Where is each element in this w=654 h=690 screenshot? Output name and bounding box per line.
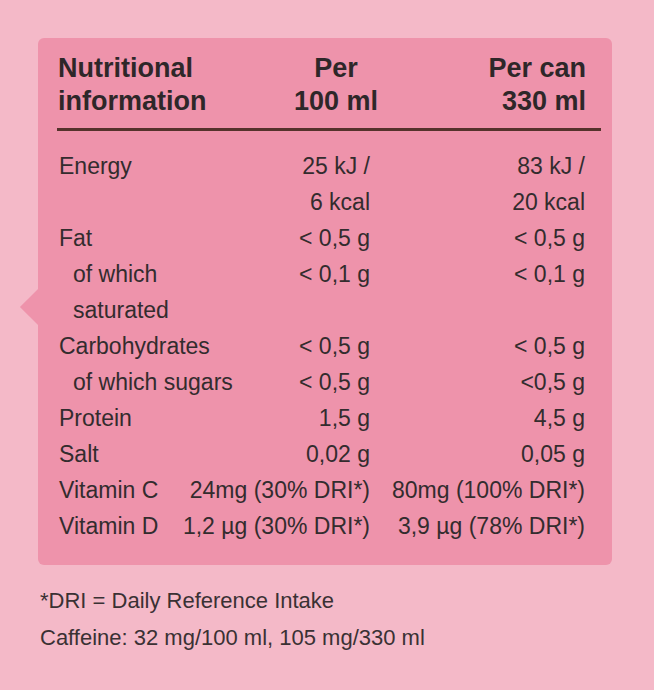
table-row: of which sugars < 0,5 g <0,5 g [38,364,612,400]
row-label: Carbohydrates [38,333,210,359]
value-per-can: < 0,5 g [514,220,585,256]
table-row: Carbohydrates < 0,5 g < 0,5 g [38,328,612,364]
table-row: Vitamin D 1,2 µg (30% DRI*) 3,9 µg (78% … [38,508,612,544]
table-body: Energy 25 kJ / 83 kJ / 6 kcal 20 kcal Fa… [38,148,612,544]
row-label: Vitamin D [38,513,158,539]
header-line: Per can [488,52,586,85]
table-row: Fat < 0,5 g < 0,5 g [38,220,612,256]
table-row: 6 kcal 20 kcal [38,184,612,220]
row-label: Energy [38,153,132,179]
value-per-can: < 0,5 g [514,328,585,364]
value-per-100ml: 1,5 g [319,400,370,436]
table-row: Protein 1,5 g 4,5 g [38,400,612,436]
value-per-can: 83 kJ / [517,148,585,184]
row-label: saturated [38,297,169,323]
header-line: 100 ml [294,85,378,118]
value-per-100ml: 24mg (30% DRI*) [190,472,370,508]
value-per-100ml: 6 kcal [310,184,370,220]
header-col-per-100ml: Per 100 ml [294,52,378,118]
value-per-can: 80mg (100% DRI*) [392,472,585,508]
header-line: 330 ml [488,85,586,118]
value-per-can: 0,05 g [521,436,585,472]
footnote-caffeine: Caffeine: 32 mg/100 ml, 105 mg/330 ml [40,619,425,656]
value-per-100ml: 0,02 g [306,436,370,472]
row-label: Vitamin C [38,477,158,503]
row-label: of which [38,261,157,287]
row-label: Protein [38,405,132,431]
value-per-100ml: 25 kJ / [302,148,370,184]
header-line: information [58,85,207,118]
value-per-can: <0,5 g [520,364,585,400]
value-per-100ml: < 0,5 g [299,220,370,256]
value-per-can: 3,9 µg (78% DRI*) [398,508,585,544]
table-row: saturated [38,292,612,328]
row-label: Fat [38,225,92,251]
value-per-can: 4,5 g [534,400,585,436]
row-label: Salt [38,441,99,467]
table-row: Vitamin C 24mg (30% DRI*) 80mg (100% DRI… [38,472,612,508]
row-label: of which sugars [38,369,233,395]
value-per-can: < 0,1 g [514,256,585,292]
header-col-per-can-330ml: Per can 330 ml [488,52,586,118]
header-divider [57,128,601,131]
footnote-dri: *DRI = Daily Reference Intake [40,582,425,619]
value-per-100ml: < 0,5 g [299,364,370,400]
header-col-nutritional-information: Nutritional information [58,52,207,118]
value-per-can: 20 kcal [512,184,585,220]
value-per-100ml: < 0,5 g [299,328,370,364]
table-row: of which < 0,1 g < 0,1 g [38,256,612,292]
value-per-100ml: < 0,1 g [299,256,370,292]
footnotes: *DRI = Daily Reference Intake Caffeine: … [40,582,425,656]
nutrition-card: Nutritional information Per 100 ml Per c… [38,38,612,565]
table-row: Energy 25 kJ / 83 kJ / [38,148,612,184]
table-row: Salt 0,02 g 0,05 g [38,436,612,472]
header-line: Nutritional [58,52,207,85]
header-line: Per [294,52,378,85]
value-per-100ml: 1,2 µg (30% DRI*) [183,508,370,544]
page: Nutritional information Per 100 ml Per c… [0,0,654,690]
row-label [38,189,59,215]
